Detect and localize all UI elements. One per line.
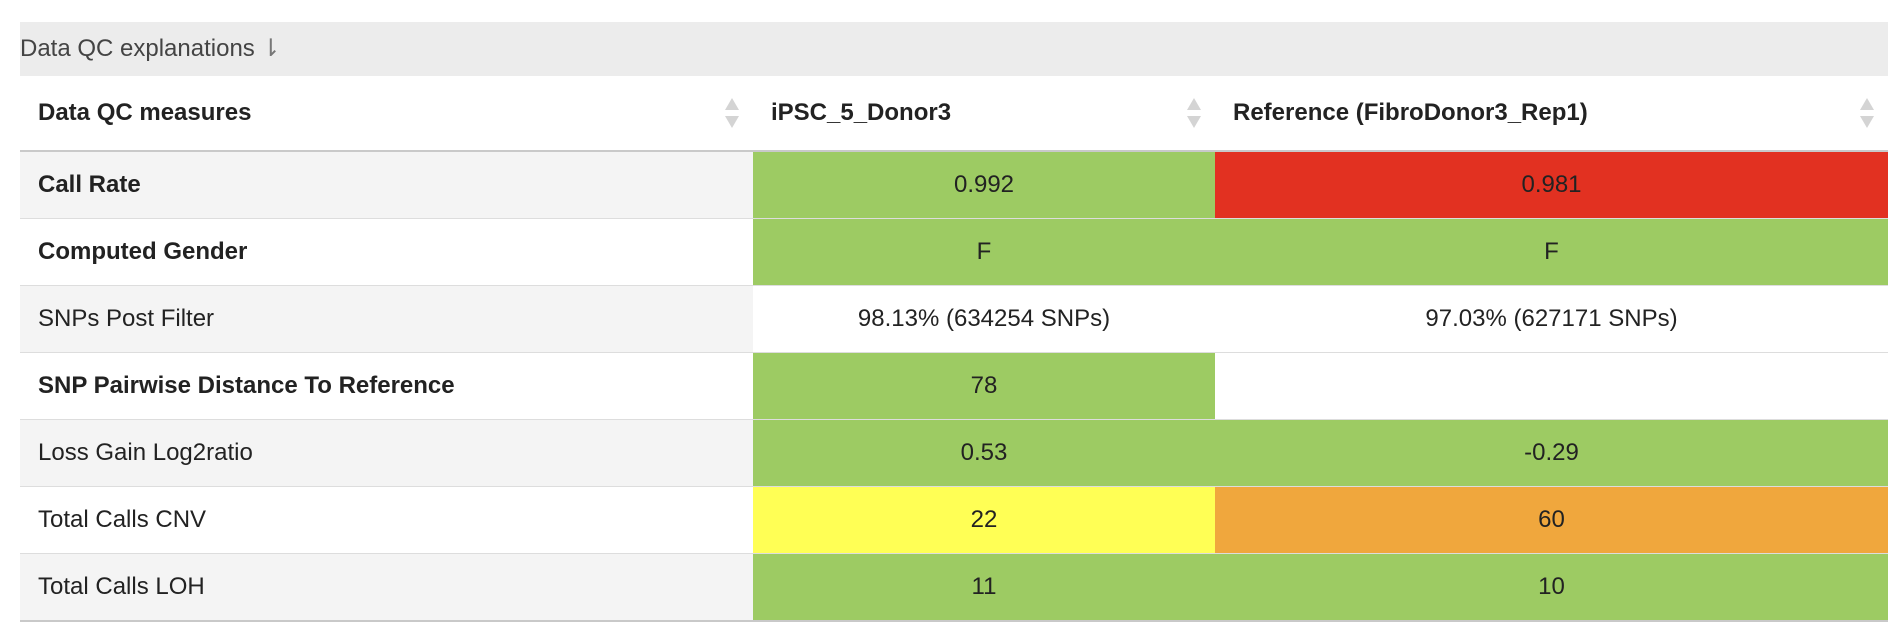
reference-value-cell: 97.03% (627171 SNPs) [1215,285,1888,353]
expand-arrow-icon: ⇂ [260,35,281,62]
table-row: Call Rate 0.992 0.981 [20,151,1888,219]
column-header-label: iPSC_5_Donor3 [771,99,952,126]
measure-name-cell: Total Calls LOH [20,553,753,622]
sample-value-cell: 11 [753,553,1215,622]
column-header-reference[interactable]: Reference (FibroDonor3_Rep1) [1215,76,1888,152]
sort-icon [1860,98,1874,128]
measure-name-cell: Loss Gain Log2ratio [20,419,753,487]
sample-value-cell: 98.13% (634254 SNPs) [753,285,1215,353]
sort-icon [1187,98,1201,128]
reference-value-cell: 60 [1215,486,1888,554]
sample-value-cell: 78 [753,352,1215,420]
sort-icon [725,98,739,128]
reference-value-cell: -0.29 [1215,419,1888,487]
sample-value-cell: 22 [753,486,1215,554]
measure-name-cell: Total Calls CNV [20,486,753,554]
qc-table: Data QC measures iPSC_5_Donor3 Reference… [20,76,1888,622]
table-body: Call Rate 0.992 0.981 Computed Gender F … [20,151,1888,622]
sample-value-cell: F [753,218,1215,286]
reference-value-cell: F [1215,218,1888,286]
measure-name-cell: SNPs Post Filter [20,285,753,353]
measure-name-cell: Computed Gender [20,218,753,286]
measure-name-cell: SNP Pairwise Distance To Reference [20,352,753,420]
table-row: Total Calls CNV 22 60 [20,486,1888,554]
column-header-sample[interactable]: iPSC_5_Donor3 [753,76,1215,152]
column-header-label: Reference (FibroDonor3_Rep1) [1233,99,1588,126]
table-row: Loss Gain Log2ratio 0.53 -0.29 [20,419,1888,487]
data-qc-explanations-toggle[interactable]: Data QC explanations ⇂ [20,22,1888,76]
measure-name-cell: Call Rate [20,151,753,219]
sample-value-cell: 0.53 [753,419,1215,487]
sample-value-cell: 0.992 [753,151,1215,219]
reference-value-cell: 0.981 [1215,151,1888,219]
table-row: SNP Pairwise Distance To Reference 78 [20,352,1888,420]
reference-value-cell [1215,352,1888,420]
data-qc-explanations-label: Data QC explanations [20,35,255,62]
column-header-label: Data QC measures [38,99,252,126]
header-row: Data QC measures iPSC_5_Donor3 Reference… [20,76,1888,152]
qc-panel: Data QC explanations ⇂ Data QC measures … [20,22,1888,622]
column-header-measures[interactable]: Data QC measures [20,76,753,152]
table-row: SNPs Post Filter 98.13% (634254 SNPs) 97… [20,285,1888,353]
table-row: Computed Gender F F [20,218,1888,286]
reference-value-cell: 10 [1215,553,1888,622]
table-row: Total Calls LOH 11 10 [20,553,1888,622]
